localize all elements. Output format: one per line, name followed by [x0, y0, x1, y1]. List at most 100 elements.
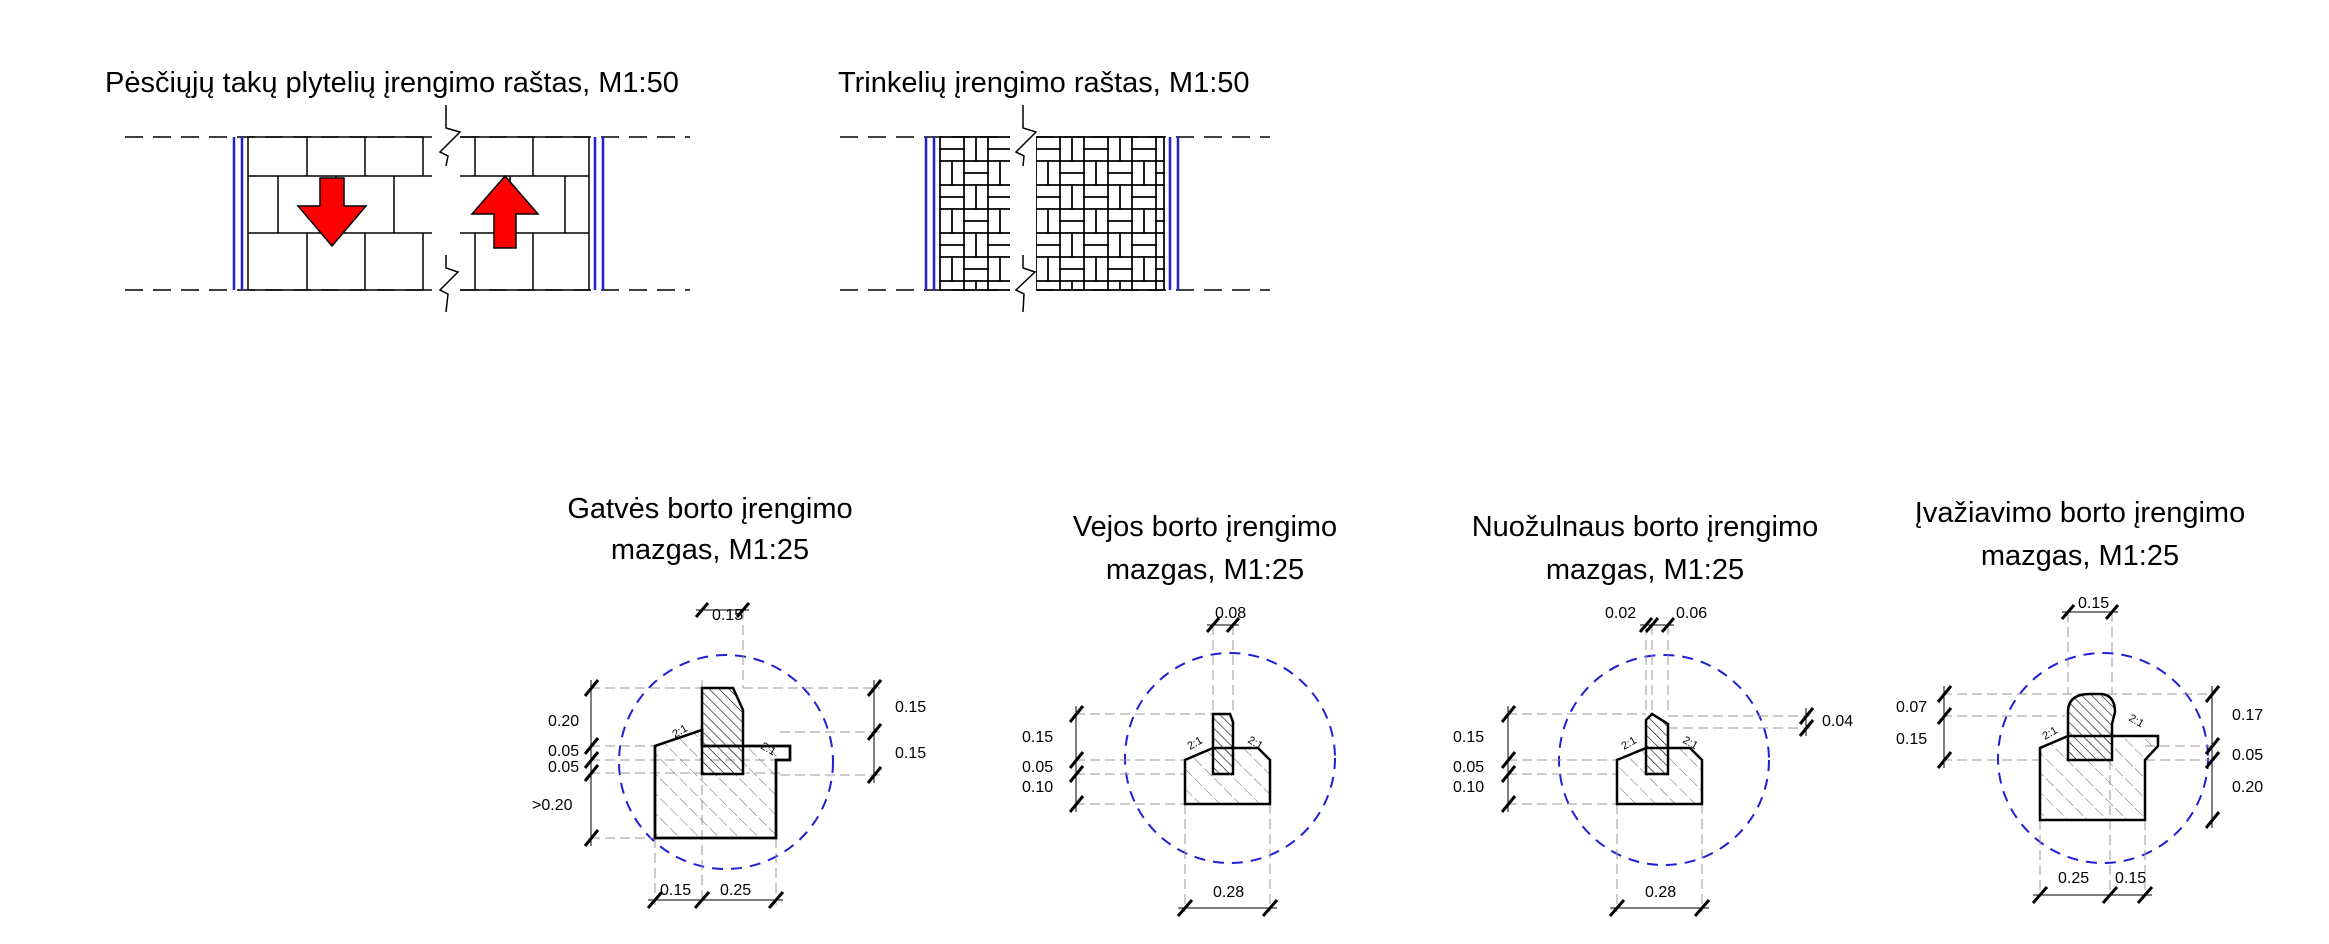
- dim-bottom-1: 0.15: [660, 882, 691, 899]
- paving-block: [987, 232, 1013, 246]
- paving-block: [939, 256, 953, 282]
- paving-block: [1155, 208, 1165, 222]
- paving-block: [1107, 256, 1133, 270]
- street-curb-title-line1: Gatvės borto įrengimo: [567, 493, 853, 525]
- paving-block: [1095, 160, 1109, 186]
- dim-top: 0.15: [2078, 595, 2109, 612]
- paving-block: [1083, 196, 1109, 210]
- dim-right-2: 0.05: [2232, 747, 2263, 764]
- paving-block: [1059, 280, 1073, 291]
- paving-block: [1083, 136, 1109, 150]
- dim-top: 0.08: [1215, 605, 1246, 622]
- street-curb-title-line2: mazgas, M1:25: [610, 534, 810, 566]
- paving-pattern-title: Pėsčiųjų takų plytelių įrengimo raštas, …: [105, 67, 679, 99]
- paving-block: [1059, 220, 1085, 234]
- dim-bottom-2: 0.15: [2115, 870, 2146, 887]
- drive-curb-detail: 2:1 2:1 0.15 0.07 0.15 0.17 0.05 0.20: [1896, 595, 2263, 904]
- paving-block: [1059, 208, 1085, 222]
- dim-right-1: 0.15: [895, 699, 926, 716]
- dim-left-2: 0.05: [1022, 759, 1053, 776]
- paving-block: [987, 280, 1013, 291]
- paving-block: [1131, 244, 1157, 258]
- paving-block: [1095, 208, 1109, 234]
- paving-block: [939, 208, 953, 234]
- paving-block: [1131, 160, 1145, 186]
- paving-block: [1035, 280, 1061, 291]
- paving-block: [963, 184, 977, 210]
- dim-right-2: 0.15: [895, 745, 926, 762]
- arrow-up-icon: [470, 174, 540, 249]
- paving-block: [1083, 256, 1097, 282]
- paving-block: [963, 136, 977, 162]
- dim-left-1: 0.15: [1022, 729, 1053, 746]
- dim-left-1: 0.07: [1896, 699, 1927, 716]
- paving-block: [1143, 208, 1157, 234]
- paving-block: [1107, 208, 1133, 222]
- lawn-curb-detail: 2:1 2:1 0.08 0.15 0.05 0.10 0.28: [1022, 605, 1336, 917]
- slope-label-right: 2:1: [2127, 712, 2146, 730]
- paving-block: [975, 280, 989, 291]
- paving-block: [1131, 232, 1157, 246]
- lawn-curb-title-line1: Vejos borto įrengimo: [1072, 511, 1338, 543]
- paving-block: [1119, 232, 1133, 258]
- paving-block: [1155, 232, 1165, 258]
- dim-top-2: 0.06: [1676, 605, 1707, 622]
- paving-block: [987, 160, 1001, 186]
- paving-block: [963, 172, 989, 186]
- slope-label-left: 2:1: [1186, 735, 1205, 753]
- paving-block: [975, 184, 989, 210]
- dim-left-3: 0.10: [1022, 779, 1053, 796]
- paving-block: [939, 184, 965, 198]
- slope-curb-detail: 2:1 2:1 0.02 0.06 0.04 0.15 0.05 0.10 0.…: [1453, 605, 1853, 917]
- drive-curb-title-line1: Įvažiavimo borto įrengimo: [1914, 497, 2246, 529]
- paving-block: [1107, 136, 1121, 162]
- paving-block: [1035, 136, 1061, 150]
- paving-block: [1035, 196, 1061, 210]
- paving-block: [963, 160, 989, 174]
- paving-block: [1083, 244, 1109, 258]
- paving-block: [975, 232, 989, 258]
- paving-block: [1131, 256, 1145, 282]
- arrow-down-icon: [296, 177, 368, 248]
- paving-block: [1035, 160, 1049, 186]
- paving-block: [939, 244, 965, 258]
- paving-block: [1035, 256, 1049, 282]
- paving-block: [939, 160, 953, 186]
- dim-top-1: 0.02: [1605, 605, 1636, 622]
- paving-block: [1107, 172, 1133, 186]
- paving-block: [987, 256, 1001, 282]
- dim-top: 0.15: [712, 607, 743, 624]
- paving-block: [1107, 184, 1121, 210]
- paving-block: [1071, 136, 1085, 162]
- paving-block: [939, 196, 965, 210]
- drive-curb-title-line2: mazgas, M1:25: [1980, 540, 2180, 572]
- paving-block: [939, 280, 965, 291]
- paving-pattern-drawing: [125, 105, 690, 313]
- paving-block: [1131, 280, 1157, 291]
- paving-block: [1071, 280, 1085, 291]
- paving-block: [1083, 208, 1097, 234]
- paving-block: [963, 232, 977, 258]
- paving-block: [1071, 184, 1085, 210]
- paving-block: [1035, 184, 1061, 198]
- paving-block: [939, 148, 965, 162]
- paving-block: [1107, 232, 1121, 258]
- block-pattern-title: Trinkelių įrengimo raštas, M1:50: [838, 67, 1250, 99]
- paving-block: [1155, 256, 1165, 270]
- paving-block: [1083, 280, 1109, 291]
- dim-left-1: 0.15: [1453, 729, 1484, 746]
- paving-block: [987, 208, 1001, 234]
- dim-bottom: 0.28: [1213, 884, 1244, 901]
- paving-block: [1155, 220, 1165, 234]
- paving-block: [951, 160, 965, 186]
- paving-block: [939, 232, 965, 246]
- paving-block: [1143, 256, 1157, 282]
- paving-block: [1131, 148, 1157, 162]
- paving-block: [1131, 208, 1145, 234]
- dim-right: 0.04: [1822, 713, 1853, 730]
- paving-block: [975, 136, 989, 162]
- paving-block: [1119, 136, 1133, 162]
- dim-left-3: 0.10: [1453, 779, 1484, 796]
- dim-left-4: >0.20: [532, 797, 573, 814]
- paving-block: [1071, 232, 1085, 258]
